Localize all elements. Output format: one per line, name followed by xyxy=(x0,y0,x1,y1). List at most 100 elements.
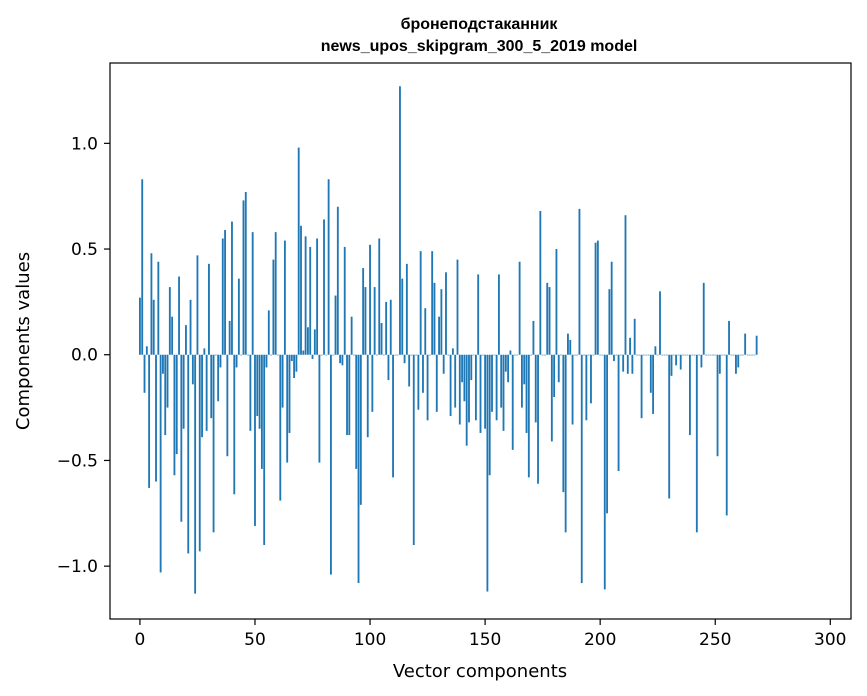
bar xyxy=(695,354,698,533)
bar xyxy=(385,301,388,355)
bar xyxy=(143,354,146,393)
bar xyxy=(691,354,694,356)
bar xyxy=(313,329,316,355)
bar xyxy=(472,354,475,356)
bar xyxy=(281,354,284,408)
bar xyxy=(523,354,526,385)
bar xyxy=(359,354,362,505)
bar xyxy=(576,354,579,356)
bar xyxy=(346,354,348,436)
bar xyxy=(366,354,369,438)
bar xyxy=(417,354,420,410)
bar xyxy=(718,354,721,374)
y-tick-label: −0.5 xyxy=(57,451,98,471)
bar xyxy=(514,354,516,356)
bar xyxy=(470,354,473,381)
bar xyxy=(465,354,468,446)
bar xyxy=(746,354,749,356)
bar xyxy=(682,354,684,356)
bar xyxy=(647,354,650,356)
bar xyxy=(185,325,187,355)
bar xyxy=(567,333,569,355)
bar xyxy=(369,244,371,355)
bar xyxy=(700,354,703,368)
bar xyxy=(454,354,457,408)
bar xyxy=(684,354,687,356)
bar xyxy=(451,348,454,355)
bar xyxy=(357,354,360,584)
bar xyxy=(399,86,401,355)
bar xyxy=(449,354,452,417)
bar xyxy=(661,354,664,356)
bar xyxy=(210,354,213,419)
bar xyxy=(341,354,344,366)
bar xyxy=(293,354,296,378)
bar xyxy=(265,354,268,368)
bar xyxy=(306,327,309,355)
chart-title-line1: бронеподстаканник xyxy=(401,16,559,33)
bar xyxy=(629,337,631,355)
bar xyxy=(497,274,500,355)
bar xyxy=(445,272,447,355)
bar xyxy=(382,354,385,356)
bar xyxy=(431,251,434,355)
bar xyxy=(491,354,493,412)
bar xyxy=(521,354,523,408)
bar xyxy=(283,240,286,355)
bar xyxy=(615,354,618,356)
bar xyxy=(214,354,217,356)
bar xyxy=(741,354,744,356)
bar xyxy=(652,354,655,414)
bar xyxy=(672,354,675,356)
plot-frame xyxy=(109,62,852,620)
bar xyxy=(300,225,302,355)
bar xyxy=(410,354,413,356)
bar xyxy=(389,299,392,355)
bar xyxy=(187,354,190,554)
bar xyxy=(622,354,625,372)
bar xyxy=(396,354,399,356)
bar xyxy=(668,354,671,499)
bar xyxy=(320,354,323,356)
bar xyxy=(323,219,325,355)
bar xyxy=(456,259,459,355)
bar xyxy=(272,259,275,355)
bar xyxy=(325,354,328,356)
y-tick-label: −1.0 xyxy=(57,557,98,577)
bar xyxy=(532,320,535,355)
bar xyxy=(353,354,355,356)
bar xyxy=(573,354,576,356)
bar xyxy=(157,261,160,355)
bar xyxy=(603,354,606,590)
bar xyxy=(755,335,758,355)
bar xyxy=(155,354,157,482)
bar xyxy=(330,354,332,575)
y-tick-label: 1.0 xyxy=(71,134,98,154)
bar xyxy=(254,354,256,526)
bar xyxy=(730,354,733,356)
bar xyxy=(569,339,572,355)
bar xyxy=(679,354,682,370)
bar xyxy=(378,238,381,355)
bar xyxy=(433,282,436,355)
bar xyxy=(585,354,588,421)
y-axis-label: Components values xyxy=(13,252,34,430)
bar xyxy=(484,354,487,429)
bar xyxy=(286,354,289,463)
bar xyxy=(228,320,231,355)
bar xyxy=(564,354,567,533)
bar xyxy=(587,354,590,356)
bar xyxy=(723,354,726,356)
bar xyxy=(424,308,427,355)
y-tick-label: 0.0 xyxy=(71,346,98,366)
bar xyxy=(348,354,351,436)
bar xyxy=(362,268,365,355)
bar xyxy=(546,282,549,355)
bar xyxy=(327,179,330,355)
bar xyxy=(560,354,562,356)
bar xyxy=(332,354,335,356)
bar xyxy=(518,261,521,355)
bar xyxy=(233,354,236,495)
bar xyxy=(739,354,742,356)
